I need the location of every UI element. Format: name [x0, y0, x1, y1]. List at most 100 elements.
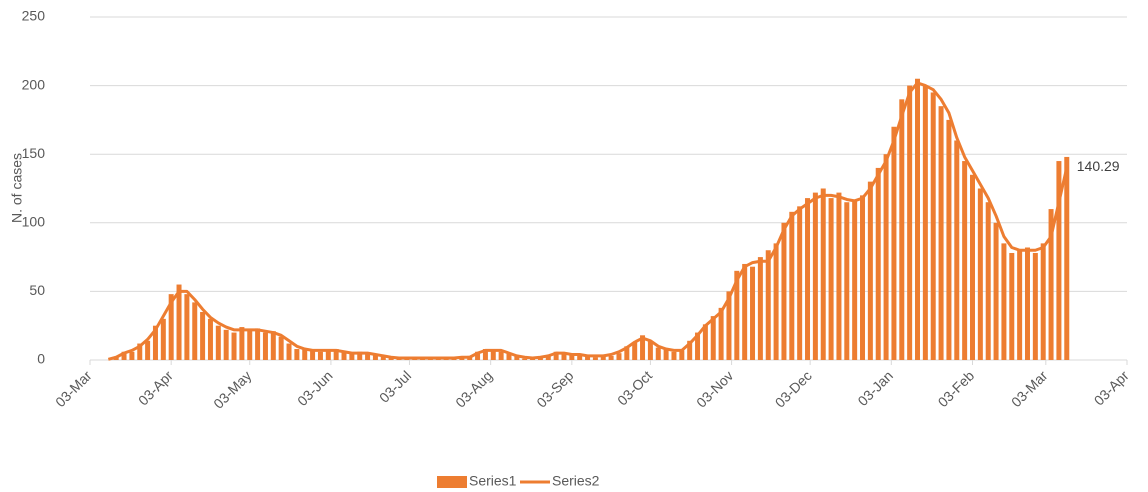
bar [207, 318, 213, 360]
bar [844, 202, 850, 360]
bar [317, 351, 323, 360]
bar [616, 353, 622, 360]
x-tick-label: 03-Jul [376, 367, 414, 405]
bar [365, 354, 371, 360]
bar [310, 350, 316, 360]
x-tick-label: 03-Nov [693, 367, 736, 410]
line [107, 81, 1069, 361]
bar [907, 85, 913, 360]
bar [239, 327, 245, 360]
bar [506, 353, 512, 360]
bar [750, 266, 756, 360]
bar [734, 270, 740, 360]
y-axis-label: N. of cases [9, 153, 25, 223]
bar [797, 206, 803, 360]
y-tick-label: 200 [22, 76, 46, 92]
bar [852, 200, 858, 360]
bar [647, 340, 653, 360]
bar [577, 355, 583, 360]
x-tick-label: 03-Jan [854, 367, 896, 409]
bar [640, 335, 646, 360]
legend-swatch [437, 476, 467, 488]
bar [915, 78, 921, 361]
data-label: 140.29 [1077, 158, 1120, 174]
bar [192, 302, 198, 360]
bar [184, 294, 190, 360]
bar [592, 357, 598, 360]
bar [789, 211, 795, 360]
bar [899, 99, 905, 360]
y-tick-label: 100 [22, 214, 46, 230]
bar [1032, 252, 1038, 360]
x-tick-label: 03-Oct [614, 367, 655, 408]
bar [1001, 243, 1007, 360]
bar [757, 257, 763, 360]
bar [129, 351, 135, 360]
x-tick-label: 03-Feb [935, 367, 978, 410]
bar [1056, 161, 1062, 360]
bar [302, 349, 308, 360]
bar [930, 92, 936, 361]
legend-label: Series2 [552, 473, 600, 489]
bar [255, 328, 261, 360]
bar [482, 349, 488, 360]
bar [325, 350, 331, 360]
bar [357, 351, 363, 360]
bar [954, 140, 960, 360]
bar [891, 126, 897, 360]
bar [1064, 156, 1070, 360]
bar [1024, 247, 1030, 360]
bar [938, 106, 944, 361]
bar [569, 354, 575, 360]
bar [710, 316, 716, 360]
x-tick-label: 03-May [210, 367, 254, 411]
x-tick-label: 03-Mar [52, 367, 95, 410]
bar [160, 318, 166, 360]
bar [781, 222, 787, 360]
bar [176, 284, 182, 360]
bar [121, 351, 127, 360]
bar [333, 349, 339, 360]
bar [726, 291, 732, 360]
bar [349, 353, 355, 360]
y-tick-label: 50 [29, 282, 45, 298]
bar [608, 355, 614, 360]
bar [742, 263, 748, 360]
bar [372, 354, 378, 360]
bar [805, 198, 811, 360]
bar [624, 346, 630, 360]
bar [922, 85, 928, 360]
x-tick-label: 03-Jun [294, 367, 336, 409]
bar [475, 351, 481, 360]
x-tick-label: 03-Apr [135, 367, 176, 408]
x-tick-label: 03-Mar [1008, 367, 1051, 410]
bar [773, 243, 779, 360]
bar [223, 329, 229, 360]
bar [985, 202, 991, 360]
bar [875, 167, 881, 360]
y-tick-label: 150 [22, 145, 46, 161]
bar [867, 181, 873, 360]
bar [836, 192, 842, 360]
bar [718, 307, 724, 360]
bar [514, 355, 520, 360]
bar [1040, 243, 1046, 360]
bar [687, 340, 693, 360]
bar [860, 195, 866, 360]
bar [490, 350, 496, 360]
bar [145, 340, 151, 360]
bar [270, 331, 276, 360]
bar [962, 161, 968, 360]
bar [168, 294, 174, 360]
bar [200, 311, 206, 360]
bar [380, 355, 386, 360]
bar [247, 329, 253, 360]
x-tick-label: 03-Aug [452, 367, 495, 410]
y-tick-label: 0 [37, 351, 45, 367]
bar [286, 343, 292, 360]
legend-label: Series1 [469, 473, 517, 489]
bar [1048, 209, 1054, 360]
bar [231, 332, 237, 360]
bar [969, 174, 975, 360]
bar [294, 349, 300, 360]
